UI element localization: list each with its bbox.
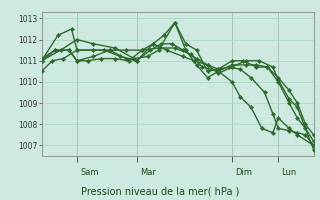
Text: Mar: Mar — [140, 168, 156, 177]
Text: Dim: Dim — [235, 168, 252, 177]
Text: Sam: Sam — [80, 168, 99, 177]
Text: Pression niveau de la mer( hPa ): Pression niveau de la mer( hPa ) — [81, 186, 239, 196]
Text: Lun: Lun — [282, 168, 297, 177]
